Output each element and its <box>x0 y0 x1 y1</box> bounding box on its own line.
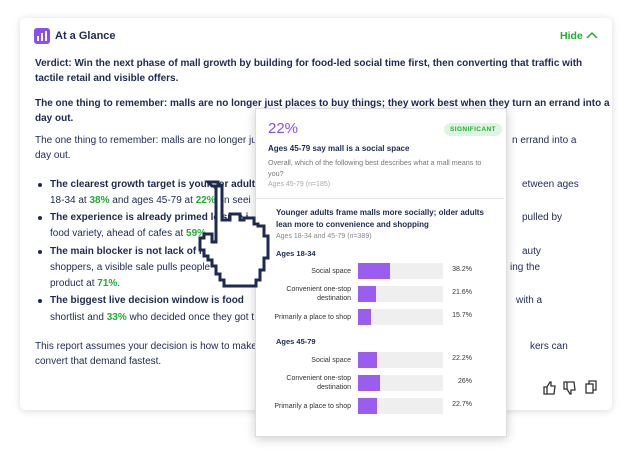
category-label: Convenient one-stop destination <box>286 375 351 391</box>
category-label: Social space <box>311 267 351 275</box>
text-span: The experience is already primed <box>50 212 208 223</box>
badge: SIGNIFICANT <box>444 123 502 136</box>
feedback-icons[interactable] <box>542 380 598 396</box>
bar-track <box>358 309 443 325</box>
text-span: 22% <box>195 195 216 206</box>
summary: The one thing to remember: malls are no … <box>35 135 257 146</box>
category-label: Primarily a place to shop <box>274 402 351 410</box>
bullet: The clearest growth target is younger ad… <box>50 179 261 190</box>
takeaway: day out. <box>35 113 74 124</box>
text-span: 18-34 at <box>50 195 90 206</box>
text-span: 71% <box>97 278 118 289</box>
text-span: 33% <box>106 312 127 323</box>
takeaway: The one thing to remember: malls are no … <box>35 98 610 109</box>
question: Overall, which of the following best des… <box>268 158 482 178</box>
value-label: 26% <box>457 378 472 385</box>
note: This report assumes your decision is how… <box>35 341 257 352</box>
bar-track <box>358 352 443 368</box>
text-span: who decided once they got t <box>126 312 255 323</box>
bar <box>358 398 378 414</box>
bar <box>358 286 377 302</box>
bullet: product at 71%. <box>50 278 120 290</box>
text-span: shortlist and <box>50 312 107 323</box>
category-label: Convenient one-stop destination <box>286 286 351 302</box>
chart-title: Younger adults frame malls more socially… <box>276 208 484 229</box>
bullet: shoppers, a visible sale pulls people <box>50 262 211 273</box>
text-span: product at <box>50 278 98 289</box>
bullet: The main blocker is not lack of int <box>50 246 212 257</box>
group-label: Ages 45-79 <box>276 337 316 346</box>
text-span: food variety, ahead of cafes at <box>50 228 187 239</box>
base: Ages 45-79 (n=185) <box>268 181 331 188</box>
text-span: 38% <box>89 195 110 206</box>
bullet: pulled by <box>522 212 563 223</box>
bar <box>358 263 391 279</box>
text-span: and ages 45-79 at <box>109 195 196 206</box>
verdict: Verdict: Win the next phase of mall grow… <box>35 58 583 69</box>
note: convert that demand fastest. <box>35 356 162 367</box>
hide-label[interactable]: Hide <box>560 30 583 42</box>
bar <box>358 352 377 368</box>
bar <box>358 375 380 391</box>
bullet: auty <box>522 246 541 257</box>
summary: day out. <box>35 150 71 161</box>
group-label: Ages 18-34 <box>276 249 316 258</box>
text-span: on seei <box>215 195 251 206</box>
value-label: 15.7% <box>452 312 472 319</box>
bullet: 18-34 at 38% and ages 45-79 at 22% on se… <box>50 195 251 207</box>
category-label: Social space <box>311 356 351 364</box>
bar-track <box>358 398 443 414</box>
hide-button[interactable]: Hide <box>560 30 598 42</box>
value-label: 38.2% <box>452 266 472 273</box>
bullet: with a <box>516 295 543 306</box>
bullet: shortlist and 33% who decided once they … <box>50 312 254 324</box>
headline: Ages 45-79 say mall is a social space <box>268 144 410 153</box>
text-span: 59% <box>186 228 207 239</box>
bullet: food variety, ahead of cafes at 59% <box>50 228 206 240</box>
icon <box>34 28 50 44</box>
stat: 22% <box>268 120 299 137</box>
bar <box>358 309 372 325</box>
text-span: . <box>117 278 121 289</box>
cursor <box>198 180 270 288</box>
note: kers can <box>530 341 568 352</box>
value-label: 22.7% <box>452 401 472 408</box>
summary: n errand into a <box>512 135 577 146</box>
bullet: ing the <box>510 262 541 273</box>
value-label: 21.6% <box>452 289 472 296</box>
chart-subtitle: Ages 18-34 and 45-79 (n=389) <box>276 233 372 240</box>
verdict: tactile retail and visible offers. <box>35 73 179 84</box>
category-label: Primarily a place to shop <box>274 313 351 321</box>
bullet: The biggest live decision window is food <box>50 295 244 306</box>
bullet: etween ages <box>522 179 579 190</box>
bar-track <box>358 286 443 302</box>
title: At a Glance <box>55 30 116 42</box>
value-label: 22.2% <box>452 355 472 362</box>
